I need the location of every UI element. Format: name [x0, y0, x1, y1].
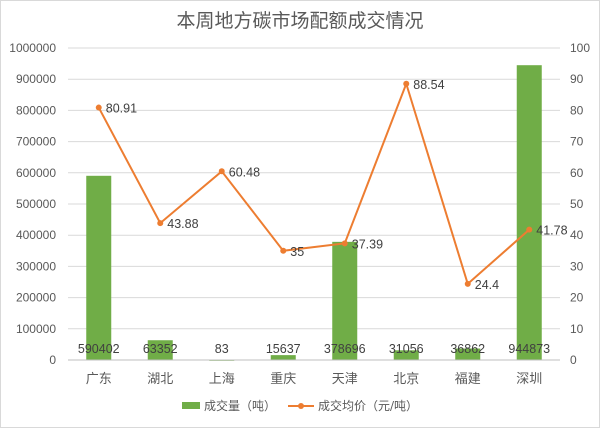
y-right-tick: 10: [570, 322, 584, 336]
y-left-tick: 300000: [16, 259, 56, 273]
line-marker: [218, 168, 225, 175]
y-right-tick: 100: [570, 41, 590, 55]
y-right-tick: 20: [570, 291, 584, 305]
bar: [332, 241, 358, 360]
price-line: [97, 80, 530, 286]
bar-value-label: 63352: [143, 342, 178, 356]
line-marker: [95, 104, 102, 111]
bar: [147, 340, 173, 360]
line-value-label: 41.78: [536, 224, 567, 238]
line-marker-icon: [287, 402, 314, 409]
bar-value-label: 83: [215, 342, 229, 356]
y-left-tick: 400000: [16, 228, 56, 242]
legend-label-price: 成交均价（元/吨）: [317, 399, 419, 413]
y-left-tick: 900000: [16, 72, 56, 86]
bar: [270, 355, 296, 360]
bar: [86, 175, 112, 360]
bar: [516, 65, 542, 361]
x-category-label: 深圳: [516, 372, 542, 387]
line-marker: [403, 80, 410, 87]
line-value-label: 43.88: [167, 217, 198, 231]
y-left-tick: 1000000: [9, 41, 56, 55]
line-marker: [526, 226, 533, 233]
y-right-tick: 90: [570, 72, 584, 86]
x-category-label: 北京: [393, 372, 419, 387]
x-category-label: 湖北: [147, 372, 173, 387]
y-right-tick: 60: [570, 166, 584, 180]
y-right-tick: 30: [570, 259, 584, 273]
chart-title: 本周地方碳市场配额成交情况: [176, 10, 424, 32]
chart-legend: 成交量（吨） 成交均价（元/吨）: [0, 397, 600, 414]
line-value-label: 24.4: [475, 278, 499, 292]
line-value-label: 37.39: [352, 237, 383, 251]
line-value-label: 80.91: [106, 102, 137, 116]
y-left-tick: 100000: [16, 322, 56, 336]
bar-value-label: 36862: [450, 342, 485, 356]
x-category-label: 福建: [455, 372, 481, 387]
y-left-tick: 500000: [16, 197, 56, 211]
line-marker: [341, 240, 348, 247]
bar: [455, 348, 481, 360]
x-category-label: 广东: [86, 372, 112, 387]
y-left-tick: 0: [49, 353, 56, 367]
line-marker: [464, 280, 471, 287]
bar-value-label: 590402: [78, 342, 120, 356]
y-right-tick: 50: [570, 197, 584, 211]
y-right-tick: 40: [570, 228, 584, 242]
bar-value-label: 378696: [324, 342, 366, 356]
bar-value-label: 15637: [266, 342, 301, 356]
y-left-tick: 700000: [16, 135, 56, 149]
y-right-tick: 0: [570, 353, 577, 367]
line-marker: [280, 247, 287, 254]
bar-value-label: 31056: [389, 342, 424, 356]
bar-value-label: 944873: [508, 342, 550, 356]
line-value-label: 60.48: [229, 165, 260, 179]
legend-label-volume: 成交量（吨）: [203, 399, 276, 413]
legend-item-volume: 成交量（吨）: [181, 397, 276, 414]
y-right-tick: 70: [570, 135, 584, 149]
y-left-tick: 600000: [16, 166, 56, 180]
x-category-label: 重庆: [270, 371, 296, 387]
x-category-label: 上海: [209, 372, 235, 387]
y-right-tick: 80: [570, 103, 584, 117]
line-marker: [157, 220, 164, 227]
bar: [393, 350, 419, 360]
legend-item-price: 成交均价（元/吨）: [287, 397, 419, 414]
y-left-tick: 200000: [16, 291, 56, 305]
line-value-label: 88.54: [413, 78, 444, 92]
y-left-tick: 800000: [16, 103, 56, 117]
x-category-label: 天津: [332, 372, 358, 387]
line-value-label: 35: [290, 245, 304, 259]
bar-swatch-icon: [181, 402, 200, 409]
